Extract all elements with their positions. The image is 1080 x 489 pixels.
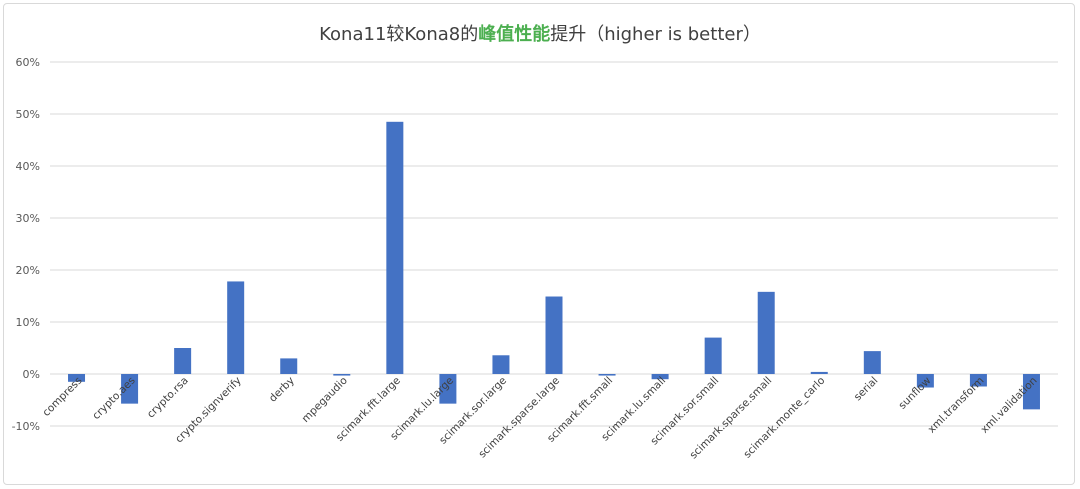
x-tick-label: crypto.rsa bbox=[145, 375, 191, 421]
bar bbox=[598, 374, 616, 376]
y-tick-label: 30% bbox=[16, 212, 40, 225]
y-tick-label: 60% bbox=[16, 56, 40, 69]
bar bbox=[916, 374, 934, 388]
bar bbox=[386, 121, 404, 374]
x-tick-label: compress bbox=[40, 375, 84, 419]
bar bbox=[1022, 374, 1040, 410]
chart-title: Kona11较Kona8的峰值性能提升（higher is better） bbox=[0, 20, 1080, 46]
bar bbox=[439, 374, 457, 404]
x-tick-label: sunflow bbox=[896, 374, 933, 411]
bar bbox=[121, 374, 139, 404]
chart-title-part1: Kona11较Kona8的 bbox=[319, 24, 479, 45]
chart-title-part2: 提升（higher is better） bbox=[550, 24, 761, 45]
y-tick-label: 0% bbox=[23, 368, 40, 381]
x-tick-label: mpegaudio bbox=[300, 375, 350, 425]
y-tick-label: 10% bbox=[16, 316, 40, 329]
bar bbox=[863, 351, 881, 374]
y-tick-label: 50% bbox=[16, 108, 40, 121]
bar bbox=[68, 374, 86, 382]
x-tick-label: derby bbox=[267, 375, 297, 405]
y-tick-label: 20% bbox=[16, 264, 40, 277]
bar bbox=[174, 348, 192, 374]
bar bbox=[492, 355, 510, 374]
bar bbox=[545, 296, 563, 374]
bar bbox=[280, 358, 298, 374]
bar bbox=[704, 337, 722, 374]
bar bbox=[757, 291, 775, 374]
y-tick-label: 40% bbox=[16, 160, 40, 173]
bar bbox=[333, 374, 351, 376]
x-tick-label: serial bbox=[852, 375, 881, 404]
bar bbox=[651, 374, 669, 380]
bar bbox=[810, 371, 828, 374]
y-tick-label: -10% bbox=[12, 420, 40, 433]
bar bbox=[227, 281, 245, 374]
chart-frame bbox=[3, 3, 1075, 485]
bar bbox=[969, 374, 987, 387]
chart-title-highlight: 峰值性能 bbox=[478, 24, 551, 45]
